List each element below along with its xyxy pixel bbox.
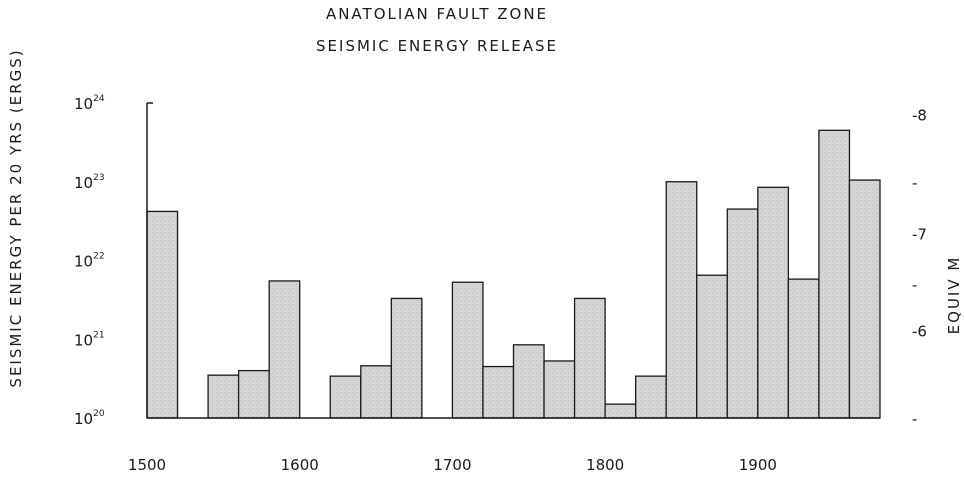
y2-tick-label-5: -8 bbox=[912, 107, 927, 125]
bar-1580-1600 bbox=[268, 280, 301, 419]
bar-1880-1900 bbox=[726, 208, 759, 419]
bar-1760-1780 bbox=[543, 360, 576, 419]
bar-1940-1960 bbox=[818, 129, 851, 419]
axes-group bbox=[146, 102, 880, 419]
x-tick-label-1800: 1800 bbox=[586, 456, 624, 474]
bar-1540-1560 bbox=[207, 374, 240, 419]
y-tick-label-20: 1020 bbox=[74, 409, 105, 428]
y2-axis-label: EQUIV M bbox=[945, 256, 963, 335]
bar-1640-1660 bbox=[360, 365, 392, 419]
chart-title: ANATOLIAN FAULT ZONE bbox=[326, 5, 548, 23]
y-tick-label-22: 1022 bbox=[74, 252, 105, 271]
bar-1900-1920 bbox=[757, 186, 790, 419]
bar-1720-1740 bbox=[482, 365, 515, 419]
bar-1700-1720 bbox=[451, 281, 484, 419]
bar-1500-1520 bbox=[146, 210, 179, 419]
bar-1740-1760 bbox=[512, 344, 545, 419]
bar-1800-1820 bbox=[604, 403, 637, 419]
bar-1860-1880 bbox=[696, 274, 728, 419]
chart-subtitle: SEISMIC ENERGY RELEASE bbox=[316, 37, 558, 55]
bar-1820-1840 bbox=[635, 375, 667, 419]
x-tick-label-1900: 1900 bbox=[739, 456, 777, 474]
y2-tick-label-1: -6 bbox=[912, 322, 927, 340]
bars-group bbox=[146, 129, 881, 419]
y-tick-label-24: 1024 bbox=[74, 94, 105, 113]
x-tick-label-1500: 1500 bbox=[128, 456, 166, 474]
y2-tick-label-4: - bbox=[912, 174, 917, 192]
y-tick-label-21: 1021 bbox=[74, 330, 105, 349]
x-tick-label-1600: 1600 bbox=[281, 456, 319, 474]
bar-1920-1940 bbox=[787, 278, 820, 419]
bar-1620-1640 bbox=[329, 375, 362, 419]
bar-1780-1800 bbox=[573, 297, 606, 419]
y-tick-label-23: 1023 bbox=[74, 173, 105, 192]
bar-1840-1860 bbox=[665, 181, 698, 419]
tick-labels-group: 1020 1021 1022 1023 1024 - -6 - -7 - -8 1500 1600 170… bbox=[74, 94, 927, 474]
bar-1560-1580 bbox=[237, 369, 270, 419]
x-tick-label-1700: 1700 bbox=[433, 456, 471, 474]
bar-1960-1980 bbox=[848, 179, 881, 419]
y2-tick-label-2: - bbox=[912, 276, 917, 294]
y2-tick-label-3: -7 bbox=[912, 226, 927, 244]
y2-tick-label-0: - bbox=[912, 410, 917, 428]
bar-1660-1680 bbox=[390, 297, 423, 419]
y-axis-label: SEISMIC ENERGY PER 20 YRS (ERGS) bbox=[7, 48, 25, 387]
